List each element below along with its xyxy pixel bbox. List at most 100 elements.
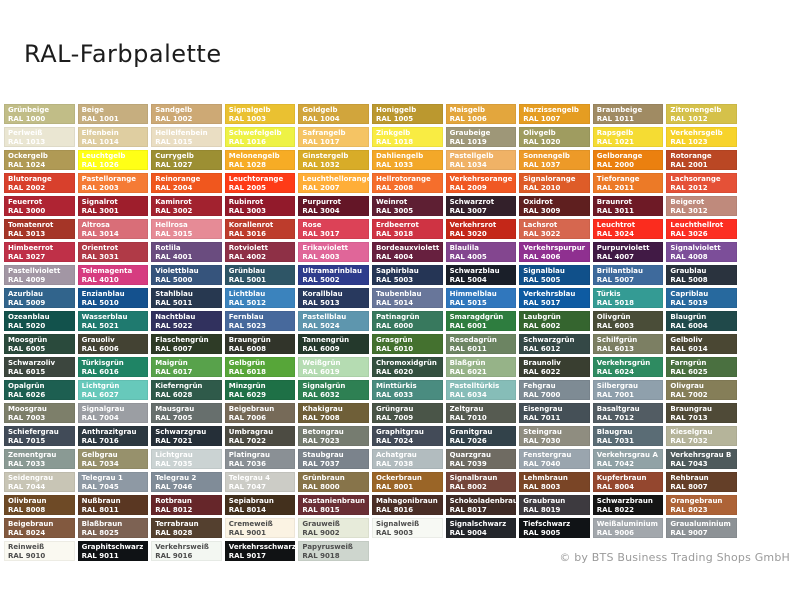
color-code: RAL 1017: [302, 138, 340, 146]
color-name: Feuerrot: [8, 198, 43, 206]
color-swatch: Graualuminium RAL 9007: [666, 518, 737, 538]
color-name: Grünbeige: [8, 106, 50, 114]
color-name: Olivgelb: [523, 129, 556, 137]
color-code: RAL 9005: [523, 529, 561, 537]
color-code: RAL 8002: [449, 483, 487, 491]
color-name: Platingrau: [228, 451, 270, 459]
color-code: RAL 2008: [375, 184, 414, 192]
color-name: Graualuminium: [670, 520, 731, 528]
color-code: RAL 6032: [302, 391, 340, 399]
color-code: RAL 1019: [449, 138, 487, 146]
color-code: RAL 3016: [228, 230, 266, 238]
color-code: RAL 6010: [375, 345, 414, 353]
color-swatch: Capriblau RAL 5019: [666, 288, 737, 308]
color-swatch: Lichtblau RAL 5012: [224, 288, 296, 308]
color-name: Purpurviolett: [596, 244, 650, 252]
color-name: Farngrün: [670, 359, 707, 367]
color-code: RAL 7008: [302, 414, 340, 422]
color-swatch: Schwarzblau RAL 5004: [445, 265, 517, 285]
color-swatch: Tomatenrot RAL 3013: [4, 219, 75, 239]
color-swatch: Himmelblau RAL 5015: [445, 288, 517, 308]
color-name: Smaragdgrün: [449, 313, 504, 321]
color-name: Zinkgelb: [375, 129, 411, 137]
color-code: RAL 8028: [155, 529, 193, 537]
color-code: RAL 1012: [670, 115, 708, 123]
color-swatch: Weißaluminium RAL 9006: [592, 518, 664, 538]
color-swatch: Graublau RAL 5008: [666, 265, 737, 285]
color-name: Flaschengrün: [155, 336, 209, 344]
color-swatch: Lachsorange RAL 2012: [666, 173, 737, 193]
color-name: Patinagrün: [375, 313, 420, 321]
color-code: RAL 3031: [81, 253, 119, 261]
color-name: Braunoliv: [523, 359, 561, 367]
color-swatch: Erikaviolett RAL 4003: [298, 242, 369, 262]
color-swatch: Altrosa RAL 3014: [77, 219, 149, 239]
color-swatch: Terrabraun RAL 8028: [151, 518, 222, 538]
color-code: RAL 1037: [523, 161, 561, 169]
color-swatch: Safrangelb RAL 1017: [298, 127, 369, 147]
color-swatch: Rotviolett RAL 4002: [224, 242, 296, 262]
color-code: RAL 6021: [449, 368, 487, 376]
color-swatch: Zinkgelb RAL 1018: [371, 127, 443, 147]
color-name: Pastellviolett: [8, 267, 61, 275]
color-code: RAL 1004: [302, 115, 340, 123]
color-name: Verkehrsschwarz: [228, 543, 296, 551]
color-code: RAL 5024: [302, 322, 340, 330]
color-name: Perlweiß: [8, 129, 43, 137]
color-swatch: Schwarzgrau RAL 7021: [151, 426, 222, 446]
color-name: Olivbraun: [8, 497, 47, 505]
color-name: Pastellorange: [81, 175, 137, 183]
color-swatch: Leuchtgelb RAL 1026: [77, 150, 149, 170]
color-code: RAL 7016: [81, 437, 119, 445]
color-swatch: Telegrau 1 RAL 7045: [77, 472, 149, 492]
color-swatch: Kieferngrün RAL 6028: [151, 380, 222, 400]
color-swatch: Weißgrün RAL 6019: [298, 357, 369, 377]
color-code: RAL 7004: [81, 414, 119, 422]
color-name: Signalgrün: [302, 382, 346, 390]
color-swatch: Wasserblau RAL 5021: [77, 311, 149, 331]
color-code: RAL 6024: [596, 368, 634, 376]
color-swatch: Sonnengelb RAL 1037: [519, 150, 590, 170]
color-swatch: Elfenbein RAL 1014: [77, 127, 149, 147]
color-name: Beige: [81, 106, 104, 114]
color-name: Olivgrau: [670, 382, 704, 390]
color-code: RAL 8016: [375, 506, 414, 514]
color-code: RAL 6012: [523, 345, 561, 353]
color-code: RAL 6011: [449, 345, 487, 353]
color-name: Braunrot: [596, 198, 632, 206]
color-swatch: Anthrazitgrau RAL 7016: [77, 426, 149, 446]
color-name: Reinweiß: [8, 543, 45, 551]
color-code: RAL 9002: [302, 529, 340, 537]
color-swatch: Beigebraun RAL 7006: [224, 403, 296, 423]
color-swatch: Grünbeige RAL 1000: [4, 104, 75, 124]
color-name: Umbragrau: [228, 428, 274, 436]
color-code: RAL 1007: [523, 115, 561, 123]
color-code: RAL 7031: [596, 437, 634, 445]
color-code: RAL 8011: [81, 506, 119, 514]
color-name: Telegrau 2: [155, 474, 197, 482]
color-code: RAL 8022: [596, 506, 634, 514]
color-swatch: Narzissengelb RAL 1007: [519, 104, 590, 124]
color-name: Blaulila: [449, 244, 479, 252]
color-name: Maigrün: [155, 359, 188, 367]
color-swatch: Verkehrsgrau B RAL 7043: [666, 449, 737, 469]
color-name: Leuchthellorange: [302, 175, 369, 183]
color-name: Schwarzblau: [449, 267, 500, 275]
color-code: RAL 3002: [155, 207, 193, 215]
color-name: Anthrazitgrau: [81, 428, 137, 436]
color-code: RAL 9016: [155, 552, 193, 560]
color-name: Mahagonibraun: [375, 497, 438, 505]
color-swatch: Signalviolett RAL 4008: [666, 242, 737, 262]
color-name: Moosgrau: [8, 405, 47, 413]
color-code: RAL 6018: [228, 368, 266, 376]
color-code: RAL 5005: [523, 276, 561, 284]
color-swatch: Ockerbraun RAL 8001: [371, 472, 443, 492]
color-code: RAL 1026: [81, 161, 119, 169]
color-name: Schwarzrot: [449, 198, 495, 206]
color-code: RAL 6002: [523, 322, 561, 330]
color-code: RAL 6004: [670, 322, 708, 330]
color-swatch: Feuerrot RAL 3000: [4, 196, 75, 216]
color-code: RAL 5014: [375, 299, 414, 307]
color-swatch: Purpurviolett RAL 4007: [592, 242, 664, 262]
color-swatch: Gelbgrau RAL 7034: [77, 449, 149, 469]
